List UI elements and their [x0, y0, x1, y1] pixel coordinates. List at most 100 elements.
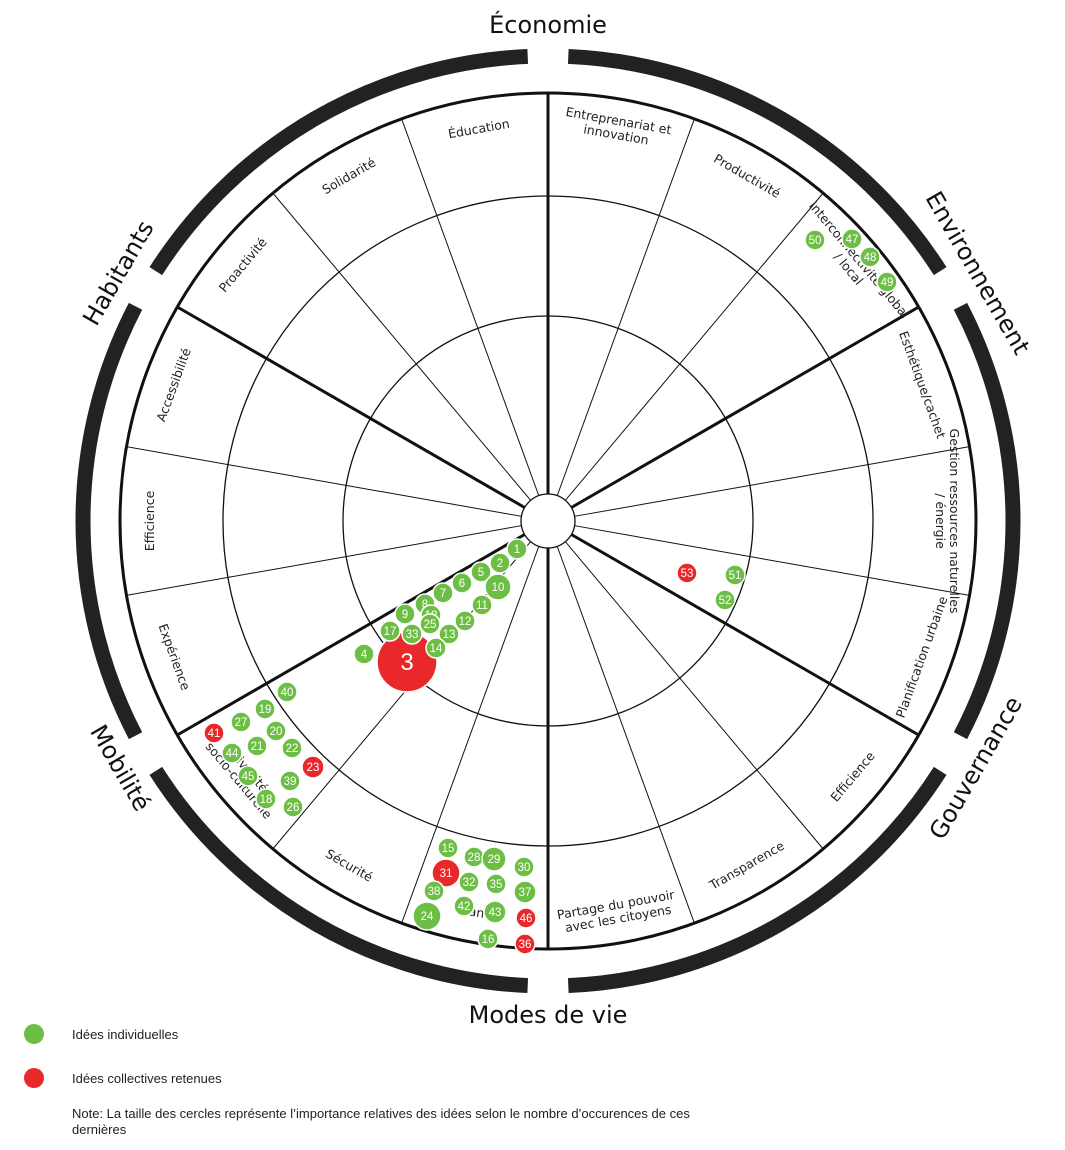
idea-individual: 25 [419, 613, 441, 635]
major-spoke [176, 305, 526, 509]
idea-individual: 38 [423, 880, 445, 902]
idea-number: 6 [459, 578, 465, 590]
sub-label: Entreprenariat etinnovation [562, 104, 673, 151]
idea-markers: 1234567891011121314151617181819202122232… [203, 228, 898, 955]
minor-spoke [564, 192, 824, 501]
dimension-arc-2 [567, 766, 947, 994]
minor-spoke [574, 525, 970, 596]
idea-number: 23 [307, 762, 320, 774]
idea-number: 25 [424, 619, 437, 631]
minor-spoke [556, 118, 695, 496]
idea-number: 39 [284, 776, 297, 788]
idea-number: 10 [492, 582, 505, 594]
idea-number: 35 [490, 879, 503, 891]
idea-individual: 47 [841, 228, 863, 250]
idea-individual: 40 [276, 681, 298, 703]
idea-number: 27 [235, 717, 248, 729]
idea-number: 5 [478, 567, 484, 579]
major-spoke [570, 305, 920, 509]
idea-number: 16 [482, 934, 495, 946]
idea-individual: 12 [454, 610, 476, 632]
sub-label: Efficience [142, 490, 157, 551]
idea-individual: 10 [484, 573, 512, 601]
idea-individual: 39 [279, 770, 301, 792]
minor-spoke [401, 546, 540, 924]
dimension-arc-5 [149, 48, 529, 276]
idea-number: 43 [489, 907, 502, 919]
idea-individual: 24 [412, 901, 442, 931]
idea-number: 7 [440, 588, 446, 600]
sub-label: Esthétique/cachet [896, 329, 949, 440]
smart-city-wheel-diagram: Entreprenariat etinnovationProductivitéI… [75, 10, 1035, 1029]
idea-individual: 35 [485, 873, 507, 895]
idea-individual: 19 [254, 698, 276, 720]
legend-green-dot [24, 1024, 44, 1044]
dimension-arc-3 [149, 766, 529, 994]
major-spoke [176, 533, 526, 737]
legend-individual: Idées individuelles [24, 1024, 724, 1044]
idea-individual: 13 [438, 623, 460, 645]
idea-number: 32 [463, 877, 476, 889]
idea-individual: 32 [458, 871, 480, 893]
dimension-label: Habitants [77, 216, 159, 330]
idea-individual: 42 [453, 895, 475, 917]
idea-individual: 20 [265, 720, 287, 742]
idea-number: 13 [443, 629, 456, 641]
idea-individual: 1 [506, 538, 528, 560]
dimension-arcs [75, 48, 1021, 994]
sub-label: Accessibilité [153, 346, 194, 424]
idea-number: 14 [430, 643, 443, 655]
idea-individual: 27 [230, 711, 252, 733]
ring-0 [520, 493, 576, 549]
idea-individual: 14 [425, 637, 447, 659]
idea-collective: 23 [301, 755, 325, 779]
idea-collective: 53 [676, 562, 698, 584]
idea-number: 41 [208, 728, 221, 740]
idea-individual: 6 [451, 572, 473, 594]
idea-number: 15 [442, 843, 455, 855]
minor-spoke [556, 546, 695, 924]
idea-individual: 9 [394, 603, 416, 625]
idea-number: 36 [519, 939, 532, 951]
sub-label: Planification urbaine [893, 594, 951, 720]
idea-number: 8 [422, 599, 428, 611]
idea-individual: 50 [804, 229, 826, 251]
legend-individual-label: Idées individuelles [72, 1026, 179, 1042]
idea-number: 30 [518, 862, 531, 874]
idea-individual: 48 [859, 246, 881, 268]
idea-individual: 11 [471, 594, 493, 616]
idea-number: 19 [259, 704, 272, 716]
idea-number: 4 [361, 649, 368, 661]
idea-number: 33 [406, 629, 419, 641]
idea-number: 38 [428, 886, 441, 898]
idea-number: 31 [440, 868, 453, 880]
idea-number: 45 [242, 771, 255, 783]
idea-number: 17 [384, 626, 397, 638]
dimension-label: Modes de vie [469, 1001, 628, 1029]
idea-individual: 51 [724, 564, 746, 586]
idea-number: 11 [476, 600, 488, 612]
legend-collective-label: Idées collectives retenues [72, 1070, 222, 1086]
idea-number: 9 [402, 609, 408, 621]
idea-individual: 49 [876, 271, 898, 293]
idea-number: 42 [458, 901, 471, 913]
idea-collective: 36 [514, 933, 536, 955]
dimension-label: Mobilité [84, 720, 156, 816]
idea-individual: 2 [489, 552, 511, 574]
idea-number: 26 [287, 802, 300, 814]
idea-number: 24 [421, 911, 434, 923]
idea-number: 18 [260, 794, 273, 806]
idea-individual: 43 [483, 900, 507, 924]
legend-red-dot [24, 1068, 44, 1088]
idea-number: 3 [400, 649, 413, 676]
idea-number: 46 [520, 913, 533, 925]
sub-label: Solidarité [319, 154, 378, 197]
idea-individual: 16 [477, 928, 499, 950]
idea-individual: 52 [714, 589, 736, 611]
idea-individual: 15 [437, 837, 459, 859]
idea-individual: 37 [513, 880, 537, 904]
minor-spoke [272, 192, 532, 501]
idea-individual: 7 [432, 582, 454, 604]
dimension-arc-1 [953, 302, 1021, 740]
